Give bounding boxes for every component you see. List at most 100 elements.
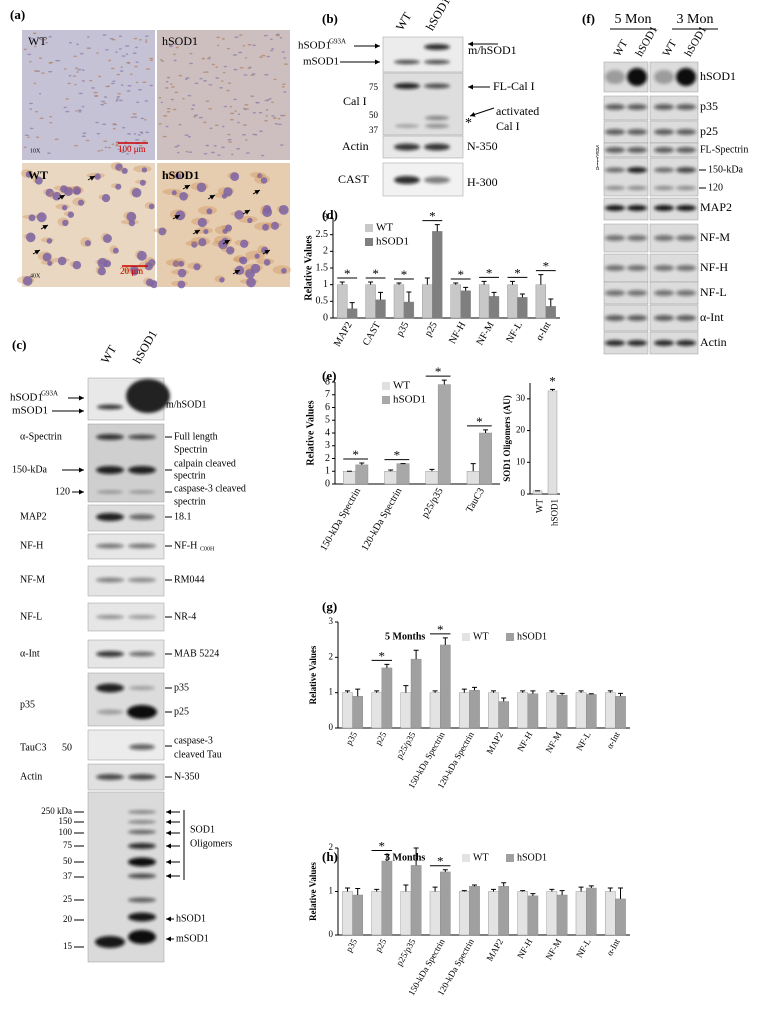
cell xyxy=(49,115,53,118)
cell xyxy=(205,144,210,147)
label: 150-kDa xyxy=(12,464,48,475)
band xyxy=(129,686,155,690)
significance-star: * xyxy=(457,267,464,282)
band xyxy=(605,104,625,110)
cell xyxy=(138,39,143,41)
band xyxy=(654,315,674,321)
arrow xyxy=(242,209,251,215)
nucleus xyxy=(144,262,153,271)
band xyxy=(128,912,156,922)
label: 15 xyxy=(63,941,73,951)
cell xyxy=(49,121,53,124)
cell xyxy=(119,70,124,72)
error-bar xyxy=(432,690,438,693)
nucleus xyxy=(131,188,142,198)
vertical-label: Spectrin xyxy=(595,145,601,170)
cell xyxy=(203,71,206,73)
label: α-Int xyxy=(700,310,724,324)
y-tick-label: 8 xyxy=(325,376,330,387)
cell xyxy=(219,86,224,89)
error-bar xyxy=(520,690,526,693)
cell xyxy=(269,38,273,41)
error-bar xyxy=(530,893,536,896)
y-tick-label: 3 xyxy=(323,212,328,223)
cell xyxy=(221,38,226,40)
band xyxy=(96,683,124,693)
cell xyxy=(74,67,79,69)
bar xyxy=(546,692,558,729)
label: G93A xyxy=(41,390,58,398)
cell xyxy=(29,127,34,130)
band xyxy=(676,186,696,190)
cell xyxy=(159,58,163,61)
bar xyxy=(498,701,510,729)
cell xyxy=(42,38,47,41)
cell xyxy=(112,123,117,125)
band xyxy=(654,129,674,135)
cell xyxy=(184,134,189,136)
significance-star: * xyxy=(372,266,379,281)
label: 5 Mon xyxy=(615,12,652,27)
error-bar xyxy=(490,690,496,693)
cell xyxy=(203,152,208,155)
band xyxy=(96,774,124,780)
cell xyxy=(108,59,112,62)
y-tick-label: 0 xyxy=(521,488,526,498)
cell xyxy=(29,102,33,105)
y-tick-label: 30 xyxy=(516,393,526,403)
cell xyxy=(124,141,128,143)
label: spectrin xyxy=(174,470,206,481)
cell xyxy=(133,133,137,135)
error-bar xyxy=(359,462,365,465)
arrow xyxy=(32,249,41,255)
y-tick-label: 3 xyxy=(329,616,334,626)
cell xyxy=(252,44,256,47)
cell xyxy=(279,144,284,146)
cell xyxy=(135,81,139,84)
error-bar xyxy=(618,887,624,899)
significance-star: * xyxy=(435,364,442,379)
band xyxy=(627,205,647,211)
significance-star: * xyxy=(379,648,386,663)
cell xyxy=(126,61,131,64)
bar xyxy=(337,284,348,319)
cell xyxy=(232,54,238,56)
cell xyxy=(67,82,71,85)
cell xyxy=(283,57,287,59)
label: NF-H xyxy=(174,540,197,551)
bar xyxy=(535,284,547,319)
cell xyxy=(33,70,38,72)
nucleus xyxy=(257,173,263,179)
label: 3 Mon xyxy=(677,12,714,27)
cell xyxy=(193,115,197,118)
cell xyxy=(140,117,145,120)
cell xyxy=(162,135,167,138)
y-tick-label: 2 xyxy=(329,651,334,661)
band xyxy=(425,116,449,120)
band xyxy=(654,205,674,211)
nucleus xyxy=(254,253,260,259)
cell xyxy=(109,37,114,40)
label: NF-H xyxy=(20,540,43,551)
band xyxy=(676,205,696,211)
band xyxy=(627,129,647,135)
bar xyxy=(527,895,539,936)
error-bar xyxy=(501,697,507,702)
cell xyxy=(166,107,171,110)
label: 120 xyxy=(708,182,723,193)
cell xyxy=(250,74,255,76)
cell xyxy=(120,151,125,154)
bar xyxy=(410,865,422,936)
cell xyxy=(103,140,108,142)
label: m/hSOD1 xyxy=(166,399,207,410)
nucleus xyxy=(179,191,188,201)
label: NF-L xyxy=(20,611,42,622)
cell xyxy=(239,67,244,69)
cell xyxy=(75,110,78,112)
cell xyxy=(126,90,131,92)
cell xyxy=(264,99,269,102)
bar xyxy=(488,296,500,319)
legend-swatch xyxy=(365,224,373,232)
cell xyxy=(23,146,27,148)
bar xyxy=(488,891,499,936)
